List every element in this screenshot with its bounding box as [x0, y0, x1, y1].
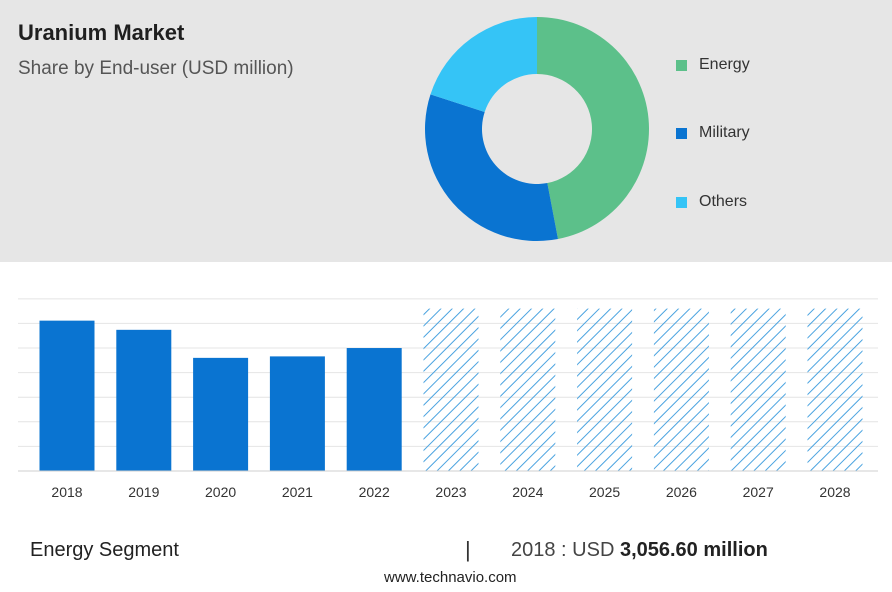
bar-2021: [269, 356, 325, 471]
x-tick-label-2018: 2018: [51, 484, 82, 500]
x-tick-label-2026: 2026: [666, 484, 697, 500]
donut-slice-others: [430, 17, 537, 113]
forecast-bar-2023: [423, 308, 479, 471]
legend-label-others: Others: [699, 193, 748, 210]
chart-title: Uranium Market: [18, 20, 185, 45]
x-tick-label-2021: 2021: [282, 484, 313, 500]
footer-separator: |: [465, 537, 471, 562]
donut-chart: [425, 17, 650, 241]
x-tick-label-2028: 2028: [819, 484, 850, 500]
chart-subtitle: Share by End-user (USD million): [18, 58, 294, 79]
segment-value: 2018 : USD 3,056.60 million: [511, 539, 768, 562]
segment-value-year: 2018 : USD: [511, 539, 620, 561]
legend-item-others: Others: [676, 193, 747, 211]
legend-label-energy: Energy: [699, 56, 750, 73]
bar-2018: [39, 320, 95, 471]
forecast-bar-2024: [500, 308, 556, 471]
legend-swatch-energy: [676, 59, 687, 71]
x-tick-label-2020: 2020: [205, 484, 236, 500]
forecast-bar-2026: [653, 308, 709, 471]
forecast-bar-2028: [807, 308, 863, 471]
forecast-bar-2027: [730, 308, 786, 471]
x-tick-label-2024: 2024: [512, 484, 543, 500]
segment-value-amount: 3,056.60 million: [619, 539, 768, 561]
legend-swatch-military: [676, 127, 687, 139]
x-tick-label-2019: 2019: [128, 484, 159, 500]
donut-slice-military: [425, 94, 558, 241]
bar-chart: 2018 2019 2020 2021 2022 2023 2024 2025 2026 2027…: [18, 298, 878, 500]
x-tick-label-2025: 2025: [589, 484, 620, 500]
forecast-bar-2025: [577, 308, 633, 471]
x-tick-label-2022: 2022: [359, 484, 390, 500]
legend-item-military: Military: [676, 124, 750, 142]
bar-2022: [346, 348, 402, 471]
website-link[interactable]: www.technavio.com: [384, 569, 517, 586]
legend-label-military: Military: [699, 124, 750, 141]
legend-swatch-others: [676, 196, 687, 208]
x-tick-label-2027: 2027: [743, 484, 774, 500]
bar-2020: [193, 357, 249, 471]
legend-item-energy: Energy: [676, 56, 750, 74]
x-tick-label-2023: 2023: [435, 484, 466, 500]
bar-2019: [116, 329, 172, 471]
segment-label: Energy Segment: [30, 539, 179, 561]
donut-slice-energy: [537, 17, 650, 240]
